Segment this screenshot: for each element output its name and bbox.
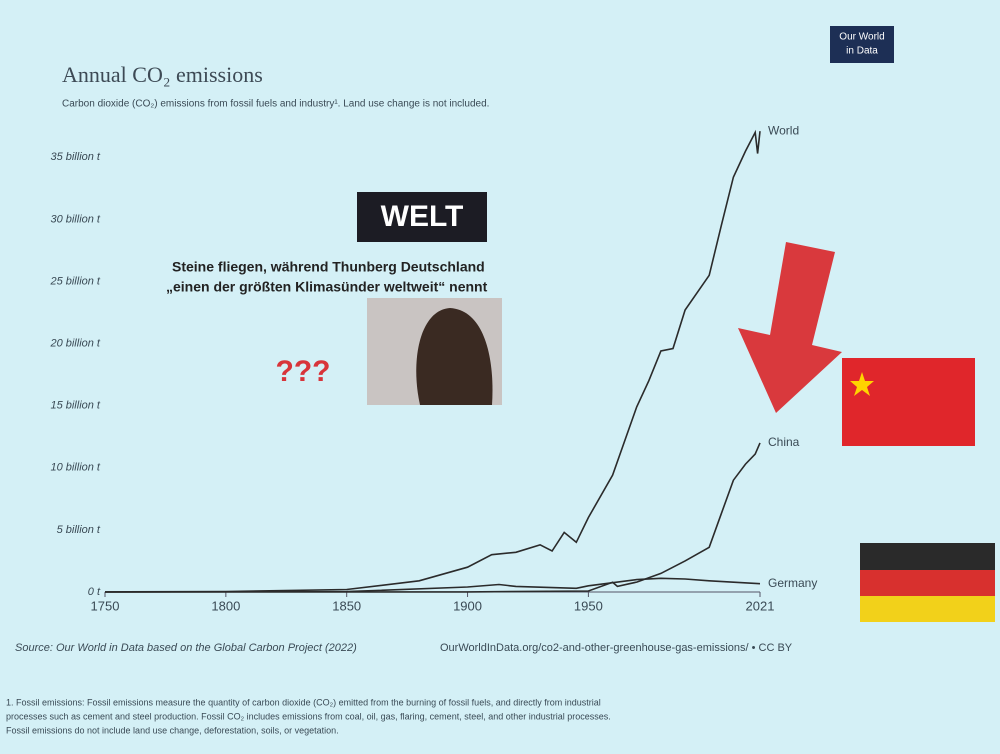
- flag-star: [850, 372, 874, 396]
- newspaper-logo: WELT: [381, 200, 464, 233]
- germany-flag-black: [860, 543, 995, 570]
- y-tick-label: 20 billion t: [49, 337, 100, 349]
- logo-text: in Data: [846, 46, 878, 57]
- chart-subtitle: Carbon dioxide (CO₂) emissions from foss…: [62, 99, 489, 110]
- y-tick-label: 0 t: [88, 586, 101, 598]
- logo-box: [830, 26, 894, 63]
- series-line: [104, 442, 761, 593]
- germany-flag-gold: [860, 596, 995, 622]
- y-tick-label: 25 billion t: [49, 275, 100, 287]
- series-label: World: [768, 123, 799, 137]
- logo-text: Our World: [839, 32, 884, 43]
- x-tick-label: 1750: [91, 598, 120, 613]
- photo-figure: [416, 308, 493, 405]
- headline: „einen der größten Klimasünder weltweit“…: [166, 279, 488, 295]
- y-tick-label: 35 billion t: [50, 151, 100, 163]
- plot: 0 t 5 billion t 10 billion t 15 billion t 20…: [49, 123, 817, 613]
- x-tick-label: 1900: [453, 598, 482, 613]
- series-line: [104, 577, 761, 593]
- x-tick-label: 1800: [211, 598, 240, 613]
- question-marks: ???: [276, 355, 331, 388]
- china-flag: [842, 358, 975, 446]
- footnote: processes such as cement and steel produ…: [6, 711, 611, 721]
- series-line: [104, 129, 761, 593]
- headline: Steine fliegen, während Thunberg Deutsch…: [172, 259, 485, 275]
- x-tick-label: 1850: [332, 598, 361, 613]
- chart-title: Annual CO₂ emissions: [62, 62, 263, 87]
- series-label: China: [768, 435, 800, 449]
- x-tick-label: 1950: [574, 598, 603, 613]
- y-tick-label: 5 billion t: [57, 524, 101, 536]
- y-tick-label: 30 billion t: [50, 213, 100, 225]
- series-label: Germany: [768, 576, 817, 590]
- source: Source: Our World in Data based on the G…: [15, 642, 357, 654]
- y-tick-label: 15 billion t: [50, 400, 100, 412]
- footnote: 1. Fossil emissions: Fossil emissions me…: [6, 697, 601, 707]
- source-link: OurWorldInData.org/co2-and-other-greenho…: [440, 642, 793, 654]
- germany-flag-red: [860, 570, 995, 596]
- newspaper-logo-box: [357, 192, 487, 242]
- red-arrow: [738, 242, 842, 413]
- y-tick-label: 10 billion t: [50, 462, 100, 474]
- footnote: Fossil emissions do not include land use…: [6, 725, 339, 735]
- x-tick-label: 2021: [746, 598, 775, 613]
